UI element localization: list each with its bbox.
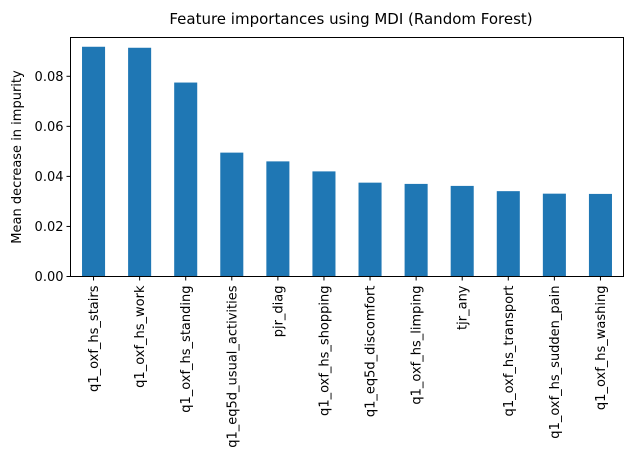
y-axis-label: Mean decrease in impurity bbox=[10, 70, 25, 244]
y-ticks-group: 0.00 0.02 0.04 0.06 0.08 bbox=[35, 70, 71, 285]
bar-q1_eq5d_usual_activities bbox=[220, 152, 244, 277]
bar-q1_eq5d_discomfort bbox=[358, 182, 382, 277]
y-tick-label: 0.00 bbox=[35, 270, 64, 285]
y-tick-label: 0.02 bbox=[35, 220, 64, 235]
y-tick-label: 0.08 bbox=[35, 70, 64, 85]
bar-q1_oxf_hs_standing bbox=[174, 82, 198, 277]
bars-group bbox=[82, 46, 612, 277]
bar-q1_oxf_hs_transport bbox=[496, 191, 520, 277]
x-tick-label: q1_oxf_hs_transport bbox=[502, 286, 517, 417]
x-ticks-group: q1_oxf_hs_stairs q1_oxf_hs_work q1_oxf_hs_… bbox=[87, 276, 609, 448]
x-tick-label: q1_oxf_hs_standing bbox=[179, 286, 194, 413]
y-tick-label: 0.04 bbox=[35, 170, 64, 185]
x-tick-label: q1_oxf_hs_work bbox=[133, 285, 148, 388]
bar-q1_oxf_hs_stairs bbox=[82, 46, 106, 277]
x-tick-label: q1_oxf_hs_limping bbox=[410, 286, 425, 405]
x-tick-label: q1_oxf_hs_stairs bbox=[87, 285, 102, 392]
bar-q1_oxf_hs_work bbox=[128, 47, 152, 277]
bar-q1_oxf_hs_shopping bbox=[312, 171, 336, 277]
bar-q1_oxf_hs_limping bbox=[404, 183, 428, 277]
plot-frame bbox=[70, 37, 624, 277]
x-tick-label: q1_oxf_hs_sudden_pain bbox=[548, 286, 563, 439]
bar-q1_oxf_hs_sudden_pain bbox=[542, 193, 566, 277]
x-tick-label: q1_eq5d_usual_activities bbox=[225, 285, 240, 447]
x-tick-label: q1_eq5d_discomfort bbox=[364, 286, 379, 418]
x-tick-label: pjr_diag bbox=[271, 286, 286, 338]
y-tick-label: 0.06 bbox=[35, 120, 64, 135]
x-tick-label: q1_oxf_hs_shopping bbox=[317, 286, 332, 416]
bar-tjr_any bbox=[450, 185, 474, 277]
bar-q1_oxf_hs_washing bbox=[588, 193, 612, 277]
x-tick-label: tjr_any bbox=[456, 285, 471, 330]
x-tick-label: q1_oxf_hs_washing bbox=[594, 286, 609, 411]
chart-title: Feature importances using MDI (Random Fo… bbox=[169, 10, 532, 28]
bar-pjr_diag bbox=[266, 161, 290, 277]
